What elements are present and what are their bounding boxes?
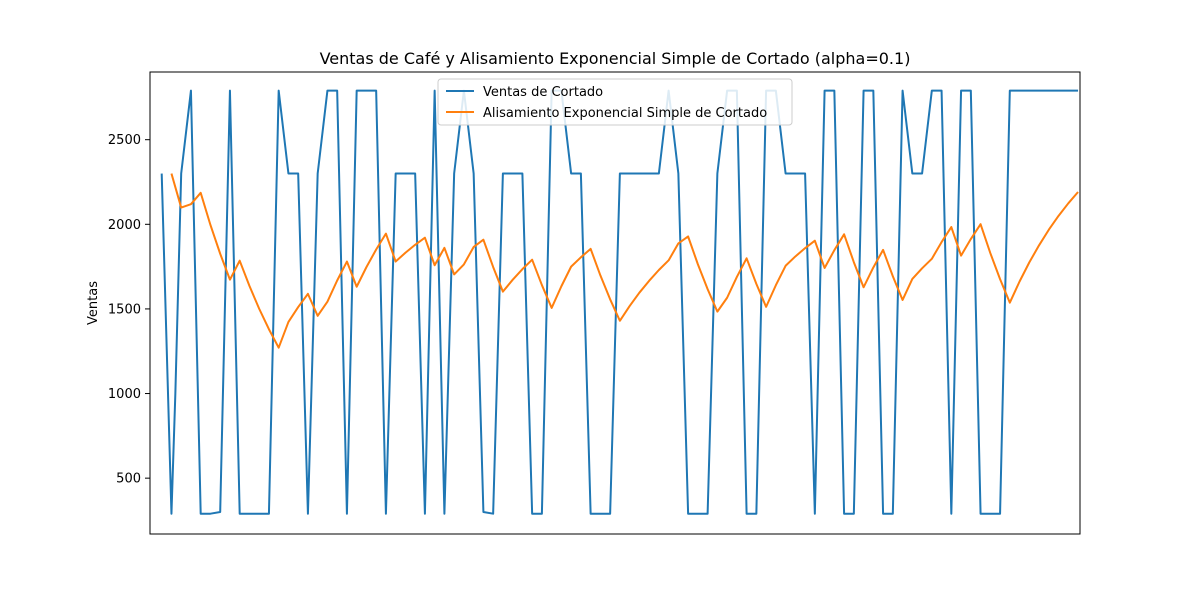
plot-area bbox=[149, 71, 1081, 535]
series-line-alisamiento bbox=[170, 173, 1079, 349]
y-tick-label-2500: 2500 bbox=[108, 133, 141, 148]
legend-box bbox=[437, 78, 793, 126]
legend: Ventas de Cortado Alisamiento Exponencia… bbox=[437, 78, 793, 126]
plot-frame bbox=[149, 71, 1081, 535]
series-line-ventas bbox=[160, 89, 1079, 515]
y-tick-label-1500: 1500 bbox=[108, 302, 141, 317]
legend-label-ventas: Ventas de Cortado bbox=[483, 85, 603, 100]
series-layer bbox=[160, 89, 1079, 515]
chart-title: Ventas de Café y Alisamiento Exponencial… bbox=[320, 49, 911, 68]
legend-label-alisamiento: Alisamiento Exponencial Simple de Cortad… bbox=[483, 106, 767, 121]
y-axis: 500 1000 1500 2000 2500 bbox=[108, 133, 150, 487]
y-axis-label: Ventas bbox=[86, 281, 101, 325]
y-tick-label-500: 500 bbox=[116, 472, 141, 487]
y-tick-label-1000: 1000 bbox=[108, 387, 141, 402]
y-tick-label-2000: 2000 bbox=[108, 218, 141, 233]
